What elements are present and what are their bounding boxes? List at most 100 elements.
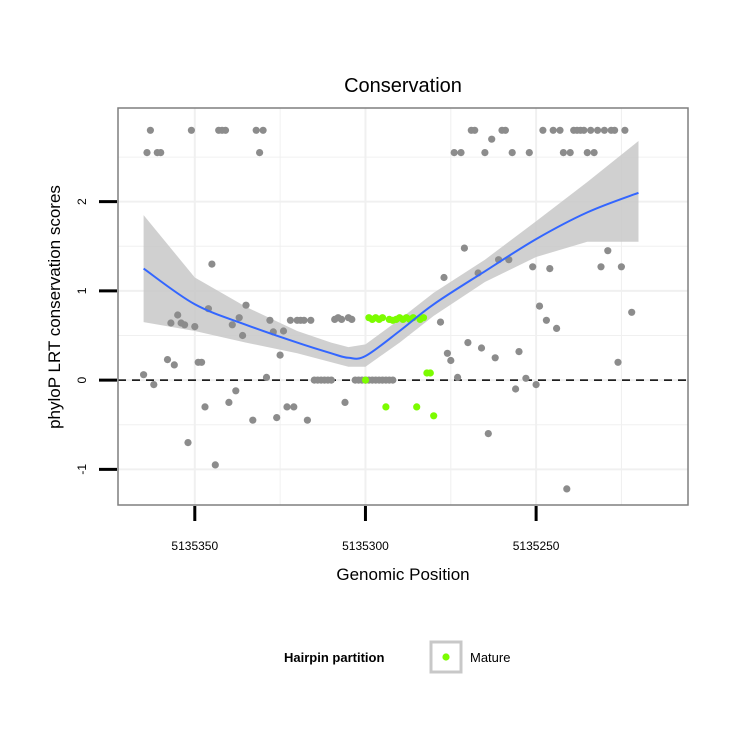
data-point bbox=[198, 358, 206, 366]
data-point bbox=[549, 126, 557, 134]
data-point bbox=[546, 265, 554, 273]
data-point bbox=[525, 149, 533, 157]
data-point bbox=[146, 126, 154, 134]
data-point bbox=[484, 430, 492, 438]
data-point bbox=[266, 316, 274, 324]
data-point bbox=[143, 149, 151, 157]
data-point bbox=[611, 126, 619, 134]
data-point bbox=[600, 126, 609, 134]
data-point bbox=[443, 349, 451, 357]
data-point bbox=[232, 387, 240, 395]
data-point bbox=[208, 260, 216, 268]
data-point bbox=[174, 311, 182, 319]
data-point bbox=[276, 351, 284, 359]
data-point bbox=[628, 308, 636, 316]
data-point bbox=[290, 403, 298, 411]
data-point bbox=[157, 149, 165, 157]
data-point bbox=[221, 126, 230, 134]
mature-data-point bbox=[361, 376, 370, 384]
data-point bbox=[447, 356, 455, 365]
legend-title: Hairpin partition bbox=[284, 650, 384, 665]
data-point bbox=[597, 263, 605, 271]
plot-border bbox=[117, 107, 689, 506]
data-point bbox=[338, 315, 346, 323]
data-point bbox=[583, 149, 591, 157]
data-point bbox=[604, 247, 612, 255]
data-point bbox=[170, 361, 178, 369]
data-point bbox=[211, 461, 219, 469]
data-point bbox=[450, 149, 458, 157]
data-point bbox=[617, 263, 626, 271]
legend-key-box bbox=[429, 640, 463, 674]
data-point bbox=[481, 149, 489, 157]
data-point bbox=[300, 316, 308, 324]
data-point bbox=[580, 126, 588, 134]
data-point bbox=[491, 354, 499, 362]
data-point bbox=[389, 376, 397, 384]
data-point bbox=[563, 485, 571, 493]
data-point bbox=[594, 126, 602, 134]
legend-key-mature bbox=[442, 653, 450, 661]
data-point bbox=[501, 126, 509, 134]
data-point bbox=[249, 416, 257, 424]
data-points bbox=[140, 126, 636, 493]
data-point bbox=[556, 126, 564, 134]
mature-data-point bbox=[426, 369, 434, 377]
confidence-ribbon-group bbox=[143, 141, 639, 367]
y-tick-label: 1 bbox=[75, 287, 89, 294]
data-point bbox=[508, 149, 516, 157]
data-point bbox=[184, 439, 192, 447]
data-point bbox=[167, 319, 175, 327]
data-point bbox=[201, 403, 209, 411]
data-point bbox=[460, 244, 468, 252]
data-point bbox=[181, 321, 189, 329]
data-point bbox=[225, 398, 233, 406]
smooth-line bbox=[143, 191, 639, 360]
y-axis: -1 0 1 2 bbox=[75, 198, 117, 475]
data-point bbox=[341, 398, 349, 406]
x-axis: 5135350 5135300 5135250 bbox=[171, 506, 560, 553]
data-point bbox=[477, 344, 486, 352]
data-point bbox=[279, 327, 288, 335]
data-point bbox=[440, 273, 448, 282]
x-tick-label: 5135300 bbox=[342, 539, 389, 553]
y-axis-title: phyloP LRT conservation scores bbox=[45, 185, 64, 429]
data-point bbox=[252, 126, 260, 134]
data-point bbox=[140, 371, 148, 379]
data-point bbox=[256, 149, 264, 157]
y-tick-label: 0 bbox=[75, 376, 89, 383]
mature-data-point bbox=[413, 403, 421, 411]
data-point bbox=[150, 381, 158, 389]
data-point bbox=[539, 126, 547, 134]
data-point bbox=[457, 149, 465, 157]
mature-data-point bbox=[382, 403, 390, 411]
mature-data-point bbox=[378, 314, 387, 322]
data-point bbox=[621, 126, 629, 134]
legend: Hairpin partition Mature bbox=[284, 640, 510, 674]
data-point bbox=[187, 126, 195, 134]
mature-data-point bbox=[419, 314, 428, 322]
data-point bbox=[532, 381, 540, 389]
data-point bbox=[535, 302, 544, 310]
data-point bbox=[235, 314, 243, 322]
data-point bbox=[303, 416, 311, 424]
data-point bbox=[273, 414, 281, 422]
x-axis-title: Genomic Position bbox=[336, 565, 469, 584]
y-tick-label: -1 bbox=[75, 464, 89, 475]
data-point bbox=[515, 348, 523, 356]
confidence-ribbon bbox=[143, 141, 639, 367]
mature-data-point bbox=[430, 412, 438, 420]
data-point bbox=[590, 149, 598, 157]
x-tick-label: 5135350 bbox=[171, 539, 218, 553]
data-point bbox=[529, 263, 537, 271]
data-point bbox=[228, 321, 236, 329]
data-point bbox=[522, 374, 530, 382]
data-point bbox=[542, 316, 551, 324]
data-point bbox=[488, 135, 496, 143]
data-point bbox=[587, 126, 595, 134]
data-point bbox=[559, 149, 568, 157]
data-point bbox=[566, 149, 574, 157]
data-point bbox=[191, 323, 199, 331]
y-tick-label: 2 bbox=[75, 198, 89, 205]
